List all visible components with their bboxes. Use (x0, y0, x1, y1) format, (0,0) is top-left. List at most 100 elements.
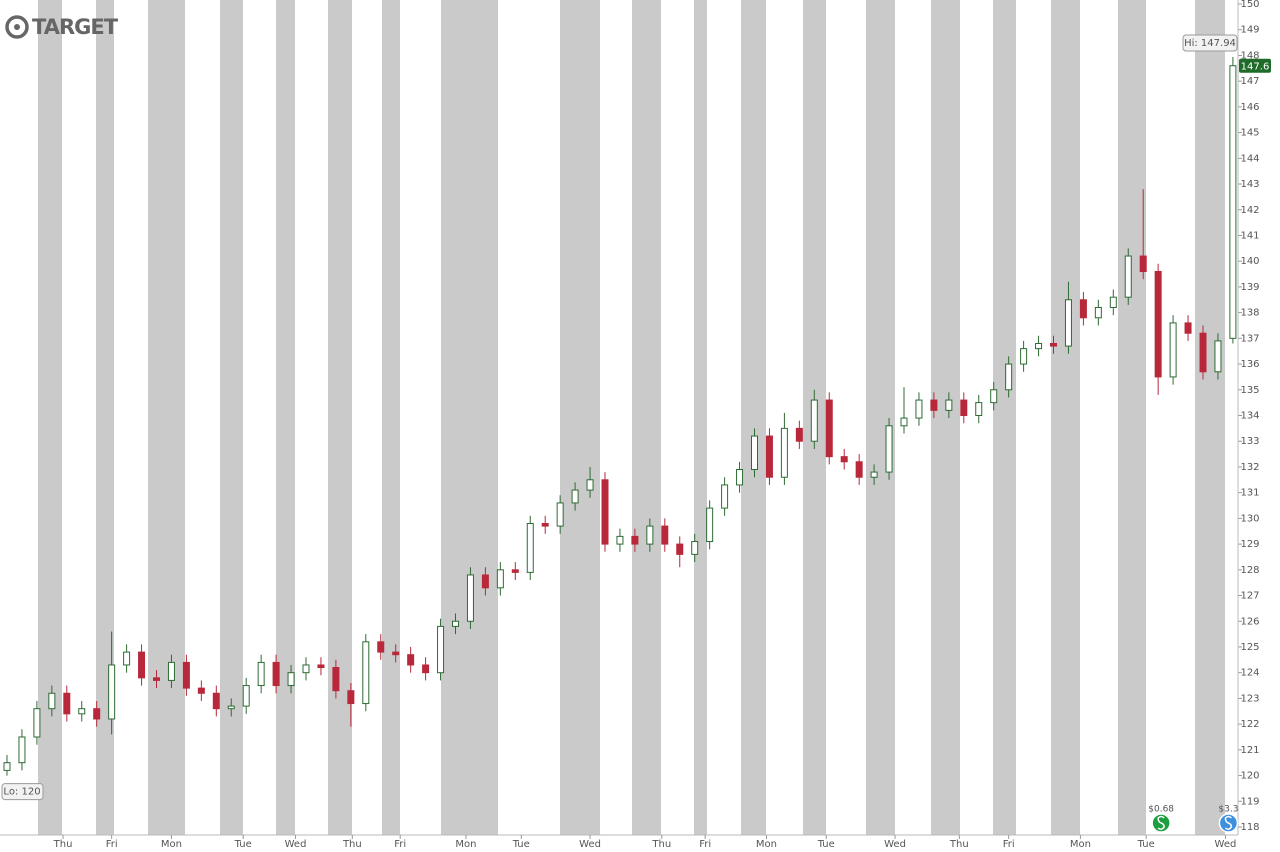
candle-body (930, 399, 938, 411)
candle-body (123, 651, 131, 666)
candle-body (437, 625, 445, 674)
y-tick-label: 129 (1240, 539, 1259, 550)
y-tick-label: 146 (1240, 102, 1259, 113)
x-tick-label: Mon (1070, 839, 1091, 850)
candle-body (870, 471, 878, 478)
candle-body (840, 456, 848, 463)
x-tick-label: Mon (161, 839, 182, 850)
candle-body (153, 677, 160, 681)
candle-body (780, 427, 788, 478)
candle-body (661, 525, 669, 545)
candle-body (975, 402, 983, 416)
y-tick-label: 120 (1240, 771, 1259, 782)
hi-label: Hi: 147.94 (1184, 38, 1236, 49)
candle-body (586, 479, 594, 491)
candle-body (392, 651, 400, 656)
x-tick-label: Wed (579, 839, 601, 850)
y-tick-label: 133 (1240, 436, 1259, 447)
x-tick-label: Wed (884, 839, 906, 850)
candle-body (960, 399, 968, 417)
session-band (382, 0, 400, 835)
last-price-label: 147.6 (1241, 62, 1270, 73)
candle-body (302, 664, 310, 674)
y-tick-label: 142 (1240, 205, 1259, 216)
session-band (741, 0, 766, 835)
y-tick-label: 121 (1240, 745, 1259, 756)
session-band (1195, 0, 1225, 835)
candle-body (138, 651, 146, 679)
candle-body (765, 435, 773, 478)
lo-box (1, 783, 44, 801)
x-tick-label: Tue (512, 839, 530, 850)
session-band (694, 0, 707, 835)
event-label: $0.68 (1148, 805, 1174, 815)
candle-body (601, 479, 609, 545)
y-tick-label: 139 (1240, 282, 1259, 293)
y-tick-label: 132 (1240, 462, 1259, 473)
x-tick-label: Thu (53, 839, 73, 850)
candle-body (825, 399, 833, 458)
y-tick-label: 123 (1240, 693, 1259, 704)
y-tick-label: 147 (1240, 76, 1259, 87)
candle-body (1214, 340, 1222, 373)
y-tick-label: 125 (1240, 642, 1259, 653)
y-tick-label: 119 (1240, 796, 1259, 807)
logo-dot (14, 24, 20, 30)
candle-body (1079, 299, 1087, 319)
candle-body (93, 708, 101, 720)
x-tick-label: Wed (285, 839, 307, 850)
candle-body (257, 661, 265, 687)
session-band (1118, 0, 1146, 835)
candle-body (108, 664, 116, 720)
candle-body (197, 687, 205, 694)
candle-body (556, 502, 564, 527)
event-glyph (1224, 815, 1233, 831)
candle-body (736, 469, 744, 486)
candle-body (1094, 306, 1102, 319)
x-tick-label: Fri (394, 839, 406, 850)
y-tick-label: 130 (1240, 513, 1259, 524)
x-tick-label: Tue (817, 839, 835, 850)
y-tick-label: 128 (1240, 565, 1259, 576)
session-band (632, 0, 661, 835)
session-band (276, 0, 295, 835)
candle-body (466, 574, 474, 622)
candle-body (1199, 332, 1207, 373)
candle-body (167, 661, 175, 681)
candle-body (646, 525, 654, 545)
session-band (220, 0, 243, 835)
candle-body (227, 705, 235, 710)
y-tick-label: 150 (1240, 0, 1259, 10)
candle-body (721, 484, 729, 509)
candle-body (795, 427, 803, 442)
candle-body (362, 641, 370, 705)
y-tick-label: 149 (1240, 25, 1259, 36)
candle-body (332, 667, 340, 692)
y-tick-label: 137 (1240, 333, 1259, 344)
candle-body (1124, 255, 1132, 298)
candle-body (810, 399, 818, 442)
hi-box (1182, 34, 1238, 52)
candle-body (452, 620, 459, 627)
y-tick-label: 144 (1240, 153, 1259, 164)
session-band (38, 0, 62, 835)
candle-body (1139, 255, 1147, 272)
candle-body (691, 541, 699, 555)
x-tick-label: Fri (699, 839, 711, 850)
candle-body (1109, 296, 1117, 308)
x-tick-label: Tue (1137, 839, 1155, 850)
candle-body (915, 399, 923, 419)
candle-body (496, 569, 504, 589)
candle-body (1184, 322, 1192, 334)
y-tick-label: 124 (1240, 668, 1259, 679)
y-tick-label: 136 (1240, 359, 1259, 370)
y-tick-label: 122 (1240, 719, 1259, 730)
candle-body (18, 736, 26, 764)
session-band (441, 0, 498, 835)
session-bands (38, 0, 1225, 835)
y-tick-label: 141 (1240, 230, 1259, 241)
candle-body (1229, 65, 1237, 339)
brand: TARGET (32, 15, 119, 39)
